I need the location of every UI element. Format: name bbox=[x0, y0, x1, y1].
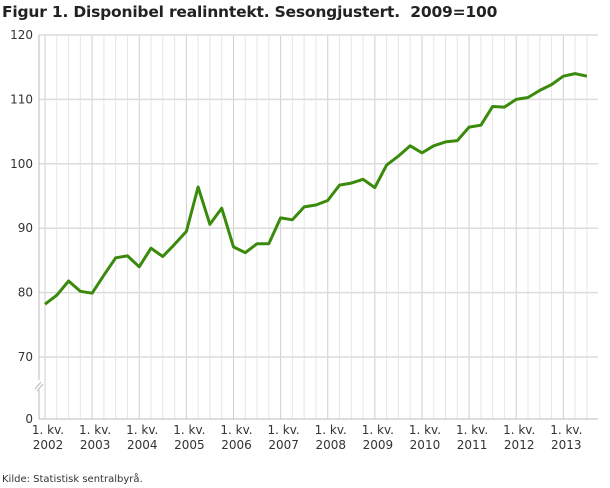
x-tick-label: 1. kv. bbox=[173, 423, 205, 437]
chart-title: Figur 1. Disponibel realinntekt. Sesongj… bbox=[2, 3, 498, 21]
x-tick-label: 1. kv. bbox=[409, 423, 441, 437]
y-tick-label: 90 bbox=[18, 221, 33, 235]
x-tick-label: 1. kv. bbox=[503, 423, 535, 437]
x-tick-label-year: 2003 bbox=[80, 438, 111, 452]
x-tick-label-year: 2006 bbox=[221, 438, 252, 452]
x-tick-label-year: 2010 bbox=[410, 438, 441, 452]
x-tick-label-year: 2004 bbox=[127, 438, 158, 452]
x-tick-label: 1. kv. bbox=[79, 423, 111, 437]
x-tick-label-year: 2008 bbox=[315, 438, 346, 452]
x-tick-label-year: 2011 bbox=[457, 438, 488, 452]
x-tick-label-year: 2005 bbox=[174, 438, 205, 452]
y-tick-label: 0 bbox=[25, 412, 33, 426]
y-tick-label: 110 bbox=[10, 92, 33, 106]
x-tick-label: 1. kv. bbox=[126, 423, 158, 437]
x-tick-label-year: 2013 bbox=[551, 438, 582, 452]
y-tick-label: 80 bbox=[18, 286, 33, 300]
x-tick-label-year: 2002 bbox=[33, 438, 64, 452]
y-tick-label: 120 bbox=[10, 28, 33, 42]
source-note: Kilde: Statistisk sentralbyrå. bbox=[2, 474, 143, 485]
x-tick-label: 1. kv. bbox=[32, 423, 64, 437]
x-tick-label: 1. kv. bbox=[456, 423, 488, 437]
x-tick-label: 1. kv. bbox=[315, 423, 347, 437]
axis-break-mark bbox=[34, 381, 42, 390]
x-tick-label: 1. kv. bbox=[220, 423, 252, 437]
y-tick-label: 100 bbox=[10, 157, 33, 171]
x-tick-label-year: 2009 bbox=[363, 438, 394, 452]
y-tick-label: 70 bbox=[18, 350, 33, 364]
x-tick-label: 1. kv. bbox=[267, 423, 299, 437]
x-tick-label: 1. kv. bbox=[362, 423, 394, 437]
x-tick-label-year: 2012 bbox=[504, 438, 535, 452]
x-tick-label: 1. kv. bbox=[550, 423, 582, 437]
axis-break-mark bbox=[36, 383, 44, 392]
x-tick-label-year: 2007 bbox=[268, 438, 299, 452]
